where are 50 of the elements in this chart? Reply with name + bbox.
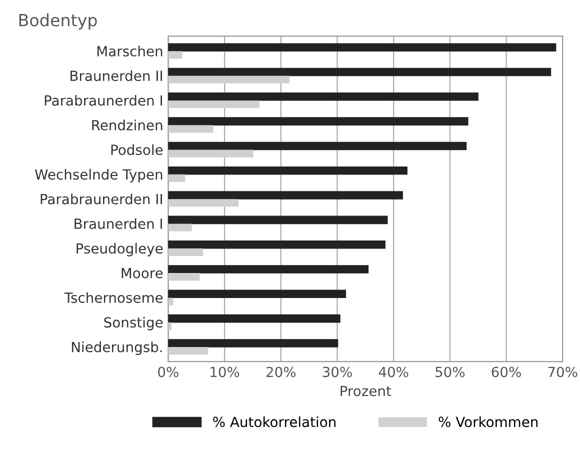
- bar: [168, 51, 182, 59]
- x-tick-label: 60%: [492, 366, 521, 378]
- x-tick-label: 10%: [210, 366, 240, 378]
- y-tick-label: Rendzinen: [92, 120, 162, 130]
- bar: [168, 166, 408, 175]
- y-tick-label: Niederungsb.: [72, 342, 162, 355]
- bar: [168, 125, 214, 133]
- x-axis-title: Prozent: [340, 386, 392, 396]
- x-tick-label: 20%: [266, 366, 296, 378]
- y-tick-label: Pseudogleye: [76, 242, 163, 256]
- y-tick-label: Podsole: [111, 144, 163, 156]
- bar: [168, 290, 346, 298]
- bar: [168, 224, 192, 232]
- y-tick-label: Sonstige: [104, 316, 163, 330]
- bar: [168, 240, 386, 249]
- x-tick-label: 70%: [548, 366, 578, 378]
- y-tick-label: Tschernoseme: [64, 292, 163, 303]
- bar: [168, 298, 174, 306]
- bar: [168, 265, 369, 274]
- bar: [168, 174, 186, 182]
- bar: [168, 150, 254, 158]
- y-tick-label: Braunerden II: [70, 70, 162, 82]
- x-tick-label: 50%: [436, 366, 465, 378]
- bar: [168, 68, 552, 76]
- bar: [168, 339, 338, 348]
- bar: [168, 142, 467, 150]
- bar: [168, 273, 200, 281]
- bar: [168, 314, 340, 323]
- bar: [168, 191, 403, 200]
- bar: [168, 92, 478, 101]
- bar: [168, 76, 290, 84]
- x-tick-label: 30%: [322, 366, 352, 378]
- y-tick-label: Moore: [122, 268, 163, 278]
- legend-label: % Vorkommen: [438, 416, 538, 428]
- bar: [168, 199, 239, 207]
- y-tick-label: Wechselnde Typen: [34, 168, 162, 182]
- legend-label: % Autokorrelation: [213, 416, 336, 428]
- x-tick-label: 0%: [158, 366, 178, 378]
- bar: [168, 100, 260, 108]
- y-tick-label: Marschen: [97, 46, 162, 56]
- bar: [168, 346, 208, 355]
- y-tick-label: Braunerden I: [74, 218, 162, 230]
- x-tick-label: 40%: [378, 366, 408, 378]
- y-axis-title: Bodentyp: [19, 14, 97, 30]
- bar: [168, 216, 388, 224]
- y-tick-label: Parabraunerden I: [44, 94, 162, 106]
- bar: [168, 43, 556, 52]
- y-tick-label: Parabraunerden II: [40, 194, 162, 204]
- bar: [168, 117, 468, 126]
- bar: [168, 248, 204, 256]
